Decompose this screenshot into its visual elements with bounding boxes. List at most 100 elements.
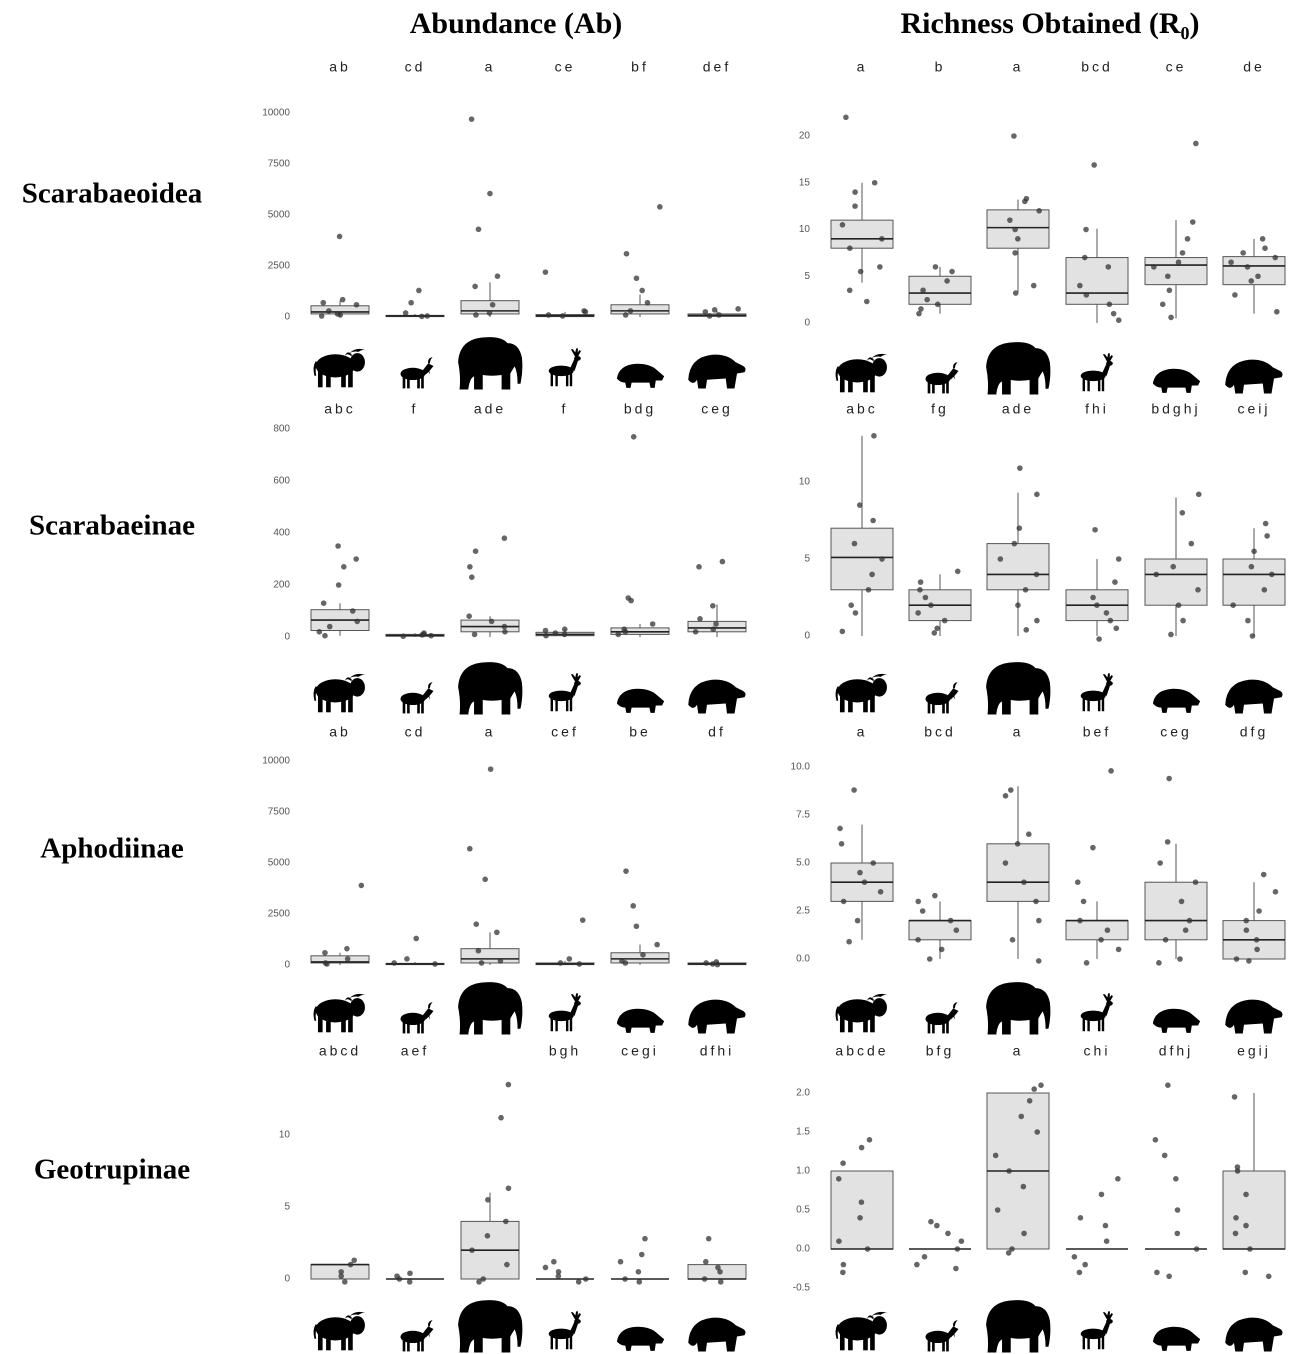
- point: [922, 1254, 928, 1260]
- point: [914, 1262, 920, 1268]
- box: [1223, 1171, 1285, 1249]
- group-letters: ade: [1002, 401, 1034, 417]
- point: [489, 619, 495, 625]
- point: [702, 1276, 708, 1282]
- point: [1190, 219, 1196, 225]
- point: [1021, 1231, 1027, 1237]
- point: [502, 629, 508, 635]
- point: [413, 936, 419, 942]
- point: [1015, 236, 1021, 242]
- point: [351, 1257, 357, 1263]
- box: [1066, 258, 1128, 305]
- point: [317, 629, 323, 635]
- point: [879, 556, 885, 562]
- point: [1106, 264, 1112, 270]
- row-title: Geotrupinae: [34, 1154, 190, 1186]
- point: [485, 1197, 491, 1203]
- point: [1176, 259, 1182, 265]
- group-letters: def: [703, 59, 731, 75]
- point: [1094, 602, 1100, 608]
- point: [558, 960, 564, 966]
- group-letters: a: [1013, 724, 1024, 740]
- point: [710, 961, 716, 967]
- point: [562, 632, 568, 638]
- point: [859, 1199, 865, 1205]
- group-letters: a: [485, 59, 496, 75]
- point: [853, 610, 859, 616]
- point: [615, 632, 621, 638]
- point: [338, 1273, 344, 1279]
- point: [1015, 841, 1021, 847]
- y-tick-label: 5.0: [796, 858, 810, 869]
- point: [473, 548, 479, 554]
- animal-icon: [925, 1002, 958, 1033]
- point: [1162, 1153, 1168, 1159]
- point: [630, 903, 636, 909]
- group-letters: dfhi: [700, 1043, 735, 1059]
- point: [715, 962, 721, 968]
- point: [1036, 918, 1042, 924]
- point: [924, 297, 930, 303]
- point: [1246, 958, 1252, 964]
- point: [1104, 610, 1110, 616]
- point: [959, 1238, 965, 1244]
- point: [917, 587, 923, 593]
- point: [710, 626, 716, 632]
- point: [858, 269, 864, 275]
- group-letters: ab: [329, 59, 351, 75]
- point: [720, 559, 726, 565]
- point: [472, 284, 478, 290]
- point: [1018, 1114, 1024, 1120]
- point: [1033, 899, 1039, 905]
- point: [713, 621, 719, 627]
- animal-icon: [458, 1300, 522, 1352]
- y-tick-label: 10.0: [791, 762, 811, 773]
- point: [1021, 879, 1027, 885]
- point: [1082, 255, 1088, 261]
- animal-icon: [986, 342, 1050, 394]
- y-tick-label: 5: [284, 1202, 290, 1213]
- point: [862, 879, 868, 885]
- group-letters: dfhj: [1159, 1043, 1194, 1059]
- box: [461, 949, 519, 963]
- point: [1243, 1223, 1249, 1229]
- animal-icon: [314, 349, 367, 387]
- point: [623, 629, 629, 635]
- y-tick-label: 0: [804, 631, 810, 642]
- y-tick-label: 0: [284, 1274, 290, 1285]
- point: [543, 633, 549, 639]
- point: [403, 310, 409, 316]
- group-letters: abcde: [835, 1043, 888, 1059]
- point: [546, 312, 552, 318]
- point: [1116, 556, 1122, 562]
- group-letters: a: [485, 724, 496, 740]
- group-letters: df: [708, 724, 726, 740]
- point: [1180, 618, 1186, 624]
- point: [654, 942, 660, 948]
- point: [1026, 831, 1032, 837]
- point: [1249, 564, 1255, 570]
- point: [1254, 937, 1260, 943]
- point: [502, 624, 508, 630]
- point: [1168, 315, 1174, 321]
- point: [1250, 633, 1256, 639]
- point: [642, 1236, 648, 1242]
- point: [1160, 302, 1166, 308]
- point: [1077, 918, 1083, 924]
- point: [1116, 947, 1122, 953]
- point: [634, 275, 640, 281]
- point: [735, 306, 741, 312]
- point: [469, 1247, 475, 1253]
- row-title: Aphodiinae: [40, 833, 184, 865]
- point: [1078, 1215, 1084, 1221]
- point: [870, 860, 876, 866]
- point: [503, 1219, 509, 1225]
- point: [473, 921, 479, 927]
- point: [693, 629, 699, 635]
- group-letters: cd: [405, 724, 426, 740]
- point: [560, 313, 566, 319]
- box: [909, 921, 971, 940]
- point: [1195, 587, 1201, 593]
- y-tick-label: 0: [284, 632, 290, 643]
- point: [326, 308, 332, 314]
